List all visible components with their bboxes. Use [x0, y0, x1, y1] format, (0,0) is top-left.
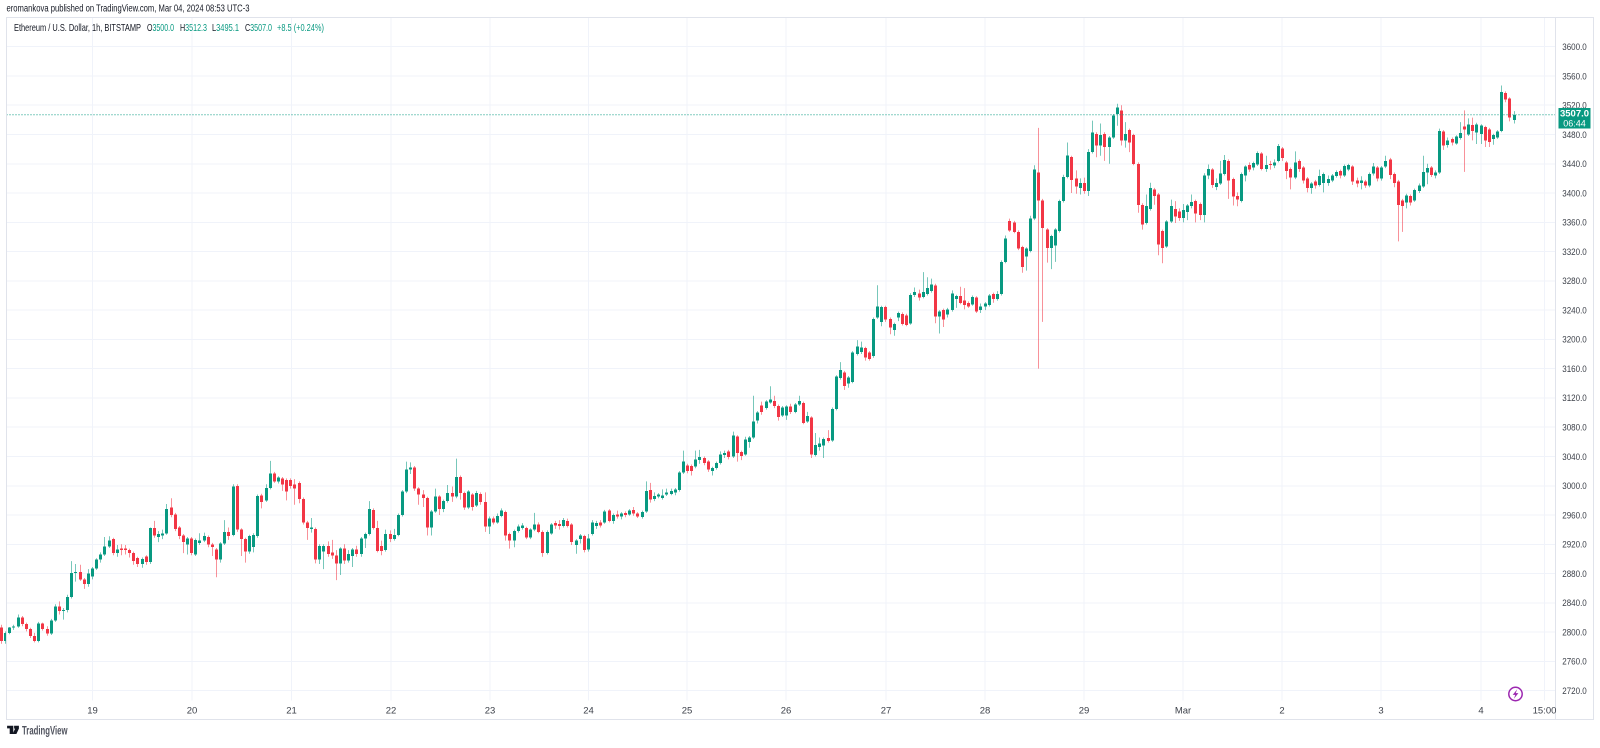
- svg-text:O3500.0: O3500.0: [147, 22, 174, 34]
- svg-text:2760.0: 2760.0: [1562, 657, 1587, 667]
- svg-text:TradingView: TradingView: [22, 724, 68, 738]
- svg-text:3240.0: 3240.0: [1562, 305, 1587, 315]
- svg-text:3400.0: 3400.0: [1562, 188, 1587, 198]
- svg-text:3320.0: 3320.0: [1562, 247, 1587, 257]
- svg-text:2800.0: 2800.0: [1562, 627, 1587, 637]
- svg-text:3280.0: 3280.0: [1562, 276, 1587, 286]
- svg-text:L3495.1: L3495.1: [212, 22, 239, 34]
- svg-text:3360.0: 3360.0: [1562, 218, 1587, 228]
- svg-text:21: 21: [286, 706, 297, 717]
- svg-text:28: 28: [980, 706, 991, 717]
- svg-text:C3507.0: C3507.0: [245, 22, 272, 34]
- svg-text:3600.0: 3600.0: [1562, 42, 1587, 52]
- svg-text:3120.0: 3120.0: [1562, 393, 1587, 403]
- svg-text:3480.0: 3480.0: [1562, 130, 1587, 140]
- svg-text:24: 24: [583, 706, 594, 717]
- svg-text:eromankova published on Tradin: eromankova published on TradingView.com,…: [7, 4, 250, 15]
- svg-text:3520.0: 3520.0: [1562, 101, 1587, 111]
- svg-text:19: 19: [87, 706, 98, 717]
- svg-text:3080.0: 3080.0: [1562, 423, 1587, 433]
- svg-text:06:44: 06:44: [1563, 118, 1586, 128]
- svg-text:Ethereum / U.S. Dollar, 1h, BI: Ethereum / U.S. Dollar, 1h, BITSTAMP: [14, 22, 141, 34]
- svg-text:23: 23: [485, 706, 496, 717]
- svg-text:2880.0: 2880.0: [1562, 569, 1587, 579]
- svg-text:3160.0: 3160.0: [1562, 364, 1587, 374]
- svg-text:3560.0: 3560.0: [1562, 71, 1587, 81]
- svg-text:3000.0: 3000.0: [1562, 481, 1587, 491]
- svg-text:3040.0: 3040.0: [1562, 452, 1587, 462]
- svg-text:20: 20: [187, 706, 198, 717]
- svg-text:25: 25: [682, 706, 693, 717]
- svg-text:22: 22: [386, 706, 397, 717]
- svg-text:2: 2: [1279, 706, 1284, 717]
- svg-text:+8.5 (+0.24%): +8.5 (+0.24%): [277, 22, 324, 34]
- svg-text:4: 4: [1478, 706, 1483, 717]
- svg-text:2720.0: 2720.0: [1562, 686, 1587, 696]
- svg-text:29: 29: [1079, 706, 1090, 717]
- svg-text:3440.0: 3440.0: [1562, 159, 1587, 169]
- svg-text:2840.0: 2840.0: [1562, 598, 1587, 608]
- svg-text:27: 27: [881, 706, 892, 717]
- svg-text:Mar: Mar: [1175, 706, 1191, 717]
- svg-text:3200.0: 3200.0: [1562, 335, 1587, 345]
- svg-text:15:00: 15:00: [1533, 706, 1557, 717]
- svg-text:2920.0: 2920.0: [1562, 540, 1587, 550]
- svg-text:H3512.3: H3512.3: [180, 22, 207, 34]
- svg-text:3507.0: 3507.0: [1560, 109, 1589, 120]
- svg-text:3: 3: [1378, 706, 1383, 717]
- svg-text:2960.0: 2960.0: [1562, 510, 1587, 520]
- svg-text:26: 26: [781, 706, 792, 717]
